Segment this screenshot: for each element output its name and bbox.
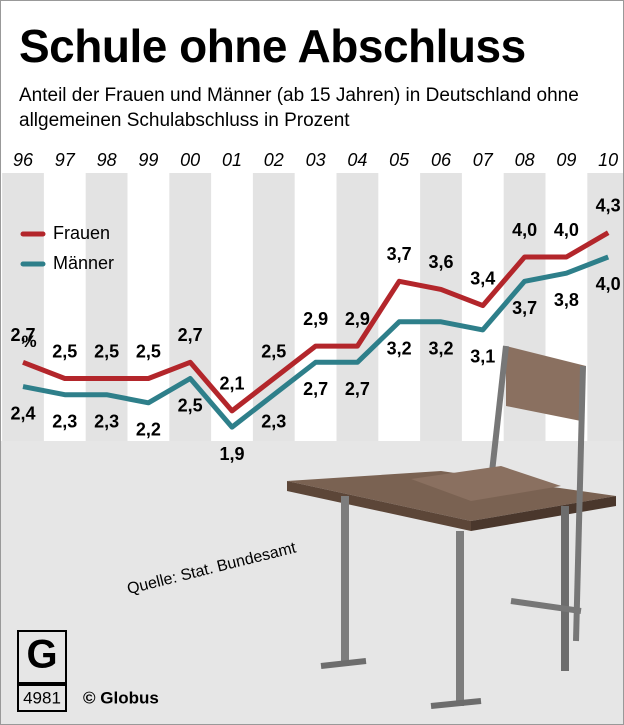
column-band: [253, 173, 295, 441]
value-label: 2,5: [52, 341, 77, 361]
value-label: 3,8: [554, 290, 579, 310]
x-tick-label: 06: [431, 150, 452, 170]
value-label: 2,9: [303, 309, 328, 329]
value-label: 2,3: [261, 411, 286, 431]
value-label: 4,0: [596, 274, 621, 294]
value-label: 2,5: [261, 341, 286, 361]
unit-label: %: [21, 332, 36, 351]
column-band: [337, 173, 379, 441]
x-tick-label: 08: [515, 150, 535, 170]
value-label: 4,0: [554, 220, 579, 240]
x-tick-label: 07: [473, 150, 494, 170]
x-tick-label: 02: [264, 150, 284, 170]
infographic: Quelle: Stat. Bundesamt G 4981 © Globus …: [0, 0, 624, 725]
value-label: 2,1: [219, 374, 244, 394]
value-label: 2,3: [94, 411, 119, 431]
x-tick-label: 96: [13, 150, 34, 170]
legend-label: Frauen: [53, 223, 110, 243]
credit: © Globus: [83, 688, 159, 707]
value-label: 2,3: [52, 411, 77, 431]
value-label: 2,7: [303, 379, 328, 399]
value-label: 2,5: [178, 395, 203, 415]
value-label: 2,9: [345, 309, 370, 329]
value-label: 3,7: [512, 298, 537, 318]
x-tick-label: 97: [55, 150, 76, 170]
value-label: 2,7: [345, 379, 370, 399]
graphic-number: 4981: [23, 688, 61, 707]
value-label: 3,2: [428, 339, 453, 359]
x-tick-label: 00: [180, 150, 200, 170]
value-label: 3,1: [470, 347, 495, 367]
legend-label: Männer: [53, 253, 114, 273]
value-label: 3,4: [470, 268, 495, 288]
x-tick-label: 03: [306, 150, 326, 170]
value-label: 3,7: [387, 244, 412, 264]
x-tick-label: 98: [97, 150, 117, 170]
value-label: 2,4: [10, 403, 35, 423]
column-band: [2, 173, 44, 441]
value-label: 4,3: [596, 195, 621, 215]
x-tick-label: 09: [556, 150, 576, 170]
x-tick-label: 05: [389, 150, 410, 170]
value-label: 1,9: [219, 444, 244, 464]
value-label: 4,0: [512, 220, 537, 240]
value-label: 2,5: [94, 341, 119, 361]
x-tick-label: 04: [347, 150, 367, 170]
value-label: 2,5: [136, 341, 161, 361]
svg-text:G: G: [26, 633, 57, 677]
x-tick-label: 01: [222, 150, 242, 170]
value-label: 2,2: [136, 420, 161, 440]
chart-subtitle: Anteil der Frauen und Männer (ab 15 Jahr…: [19, 83, 609, 133]
value-label: 3,2: [387, 339, 412, 359]
x-tick-label: 10: [598, 150, 618, 170]
column-band: [420, 173, 462, 441]
chart-title: Schule ohne Abschluss: [19, 19, 526, 73]
value-label: 3,6: [428, 252, 453, 272]
x-tick-label: 99: [138, 150, 158, 170]
column-band: [86, 173, 128, 441]
value-label: 2,7: [178, 325, 203, 345]
